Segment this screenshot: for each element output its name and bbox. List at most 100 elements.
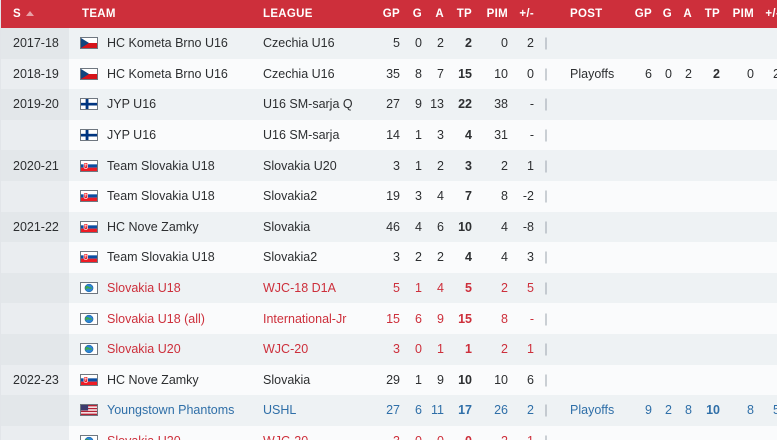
table-row[interactable]: Slovakia U18 WJC-18 D1A 5 1 4 5 2 5 | <box>1 272 777 304</box>
table-row[interactable]: Youngstown Phantoms USHL 27 6 11 17 26 2 | Playof… <box>1 395 777 426</box>
team-name-label: Team Slovakia U18 <box>107 158 215 173</box>
team-name-label[interactable]: Slovakia U20 <box>107 434 181 440</box>
cell-gp: 3 <box>393 158 400 173</box>
cell-season <box>1 333 69 365</box>
cell-post-gp <box>628 273 656 304</box>
cell-league[interactable]: International-Jr <box>263 311 347 326</box>
cell-team[interactable]: Slovakia U18 <box>69 273 254 304</box>
cell-tp: 0 <box>448 426 476 440</box>
cell-post-a <box>676 426 696 440</box>
team-name-label[interactable]: Slovakia U20 <box>107 342 181 357</box>
cell-post-gp <box>628 365 656 396</box>
cell-separator: | <box>544 158 548 173</box>
cell-gp: 3 <box>376 426 404 440</box>
cell-post-tp <box>696 426 724 440</box>
team-name-label[interactable]: Slovakia U18 <box>107 281 181 296</box>
cell-post-plusminus: 2 <box>773 66 777 81</box>
column-header-post-plusminus[interactable]: +/- <box>765 8 777 20</box>
cell-tp: 4 <box>465 128 472 143</box>
cell-post-tp <box>696 150 724 181</box>
cell-team[interactable]: Slovakia U20 <box>69 334 254 365</box>
table-row[interactable]: Team Slovakia U18 Slovakia2 19 3 4 7 8 -2 | <box>1 180 777 212</box>
team-name-label[interactable]: Slovakia U18 (all) <box>107 311 205 326</box>
table-row[interactable]: 2022-23 HC Nove Zamky Slovakia 29 1 9 10 10 6 | <box>1 364 777 396</box>
team-name-label[interactable]: Youngstown Phantoms <box>107 403 235 418</box>
cell-pim: 10 <box>494 66 508 81</box>
cell-a: 3 <box>437 128 444 143</box>
cell-pim: 31 <box>494 128 508 143</box>
column-header-pim[interactable]: PIM <box>486 8 508 20</box>
cell-pim: 2 <box>501 158 508 173</box>
cell-post-gp <box>628 28 656 59</box>
column-header-post-g[interactable]: G <box>662 8 672 20</box>
cell-post-pim <box>724 28 758 59</box>
table-header: S TEAM LEAGUE GP G A TP PIM +/- POST GP … <box>1 0 777 28</box>
cell-post-gp <box>628 120 656 151</box>
cell-tp: 5 <box>465 281 472 296</box>
table-row[interactable]: JYP U16 U16 SM-sarja 14 1 3 4 31 - | <box>1 119 777 151</box>
cell-tp: 15 <box>458 66 472 81</box>
column-header-tp[interactable]: TP <box>456 8 472 20</box>
cell-gp: 29 <box>386 372 400 387</box>
table-row[interactable]: Slovakia U20 WJC-20 3 0 1 1 2 1 | <box>1 333 777 365</box>
cell-separator: | <box>544 372 548 387</box>
cell-pim: 4 <box>501 250 508 265</box>
cell-league[interactable]: WJC-20 <box>254 426 376 440</box>
column-header-season-label: S <box>13 8 21 20</box>
cell-team[interactable]: Youngstown Phantoms <box>69 395 254 426</box>
cell-tp: 15 <box>458 311 472 326</box>
cell-g: 1 <box>415 372 422 387</box>
cell-post: Playoffs <box>570 403 615 418</box>
cell-pim: 8 <box>501 311 508 326</box>
table-row[interactable]: Team Slovakia U18 Slovakia2 3 2 2 4 4 3 | <box>1 242 777 273</box>
column-header-g[interactable]: G <box>412 8 422 20</box>
table-row[interactable]: 2021-22 HC Nove Zamky Slovakia 46 4 6 10 4 -8 | <box>1 211 777 243</box>
column-header-post-pim[interactable]: PIM <box>732 8 754 20</box>
column-header-post[interactable]: POST <box>570 8 603 20</box>
cell-post-plusminus <box>758 212 777 243</box>
cell-post-g <box>656 150 676 181</box>
table-row[interactable]: 2019-20 JYP U16 U16 SM-sarja Q 27 9 13 22 38 - | <box>1 89 777 120</box>
table-row[interactable]: Slovakia U18 (all) International-Jr 15 6 9 15… <box>1 303 777 334</box>
cell-separator: | <box>544 403 548 418</box>
column-header-post-gp[interactable]: GP <box>634 8 652 20</box>
cell-post <box>554 273 628 304</box>
finland-flag-icon <box>80 98 98 111</box>
cell-g: 1 <box>415 281 422 296</box>
cell-post-plusminus <box>758 426 777 440</box>
team-name-label: Team Slovakia U18 <box>107 250 215 265</box>
cell-league[interactable]: WJC-18 D1A <box>263 281 336 296</box>
cell-league[interactable]: USHL <box>263 403 297 418</box>
column-header-a[interactable]: A <box>435 8 444 20</box>
cell-post-a <box>676 334 696 365</box>
column-header-team[interactable]: TEAM <box>82 8 116 20</box>
table-row[interactable]: 2017-18 HC Kometa Brno U16 Czechia U16 5 0 2 2… <box>1 28 777 59</box>
cell-a: 4 <box>437 281 444 296</box>
cell-g: 4 <box>415 219 422 234</box>
cell-post-pim <box>724 242 758 273</box>
column-header-gp[interactable]: GP <box>382 8 400 20</box>
cell-g: 2 <box>415 250 422 265</box>
sort-ascending-icon[interactable] <box>25 11 34 17</box>
column-header-season[interactable]: S <box>1 0 69 28</box>
cell-separator: | <box>544 281 548 296</box>
column-header-post-tp[interactable]: TP <box>704 8 720 20</box>
column-header-post-a[interactable]: A <box>683 8 692 20</box>
cell-plusminus: 1 <box>512 426 538 440</box>
cell-post-pim <box>724 365 758 396</box>
cell-post-g <box>656 89 676 120</box>
column-header-plusminus[interactable]: +/- <box>519 8 534 20</box>
table-row[interactable]: 2018-19 HC Kometa Brno U16 Czechia U16 35 8 7… <box>1 58 777 90</box>
column-header-league[interactable]: LEAGUE <box>263 8 313 20</box>
cell-team[interactable]: Slovakia U20 <box>69 426 254 440</box>
cell-team[interactable]: Slovakia U18 (all) <box>69 303 254 334</box>
cell-post-g <box>656 28 676 59</box>
cell-post-tp <box>696 181 724 212</box>
table-row[interactable]: 2020-21 Team Slovakia U18 Slovakia U20 3 1 2 3… <box>1 150 777 181</box>
cell-league[interactable]: WJC-20 <box>263 342 309 357</box>
cell-post-pim: 8 <box>747 403 754 418</box>
cell-post <box>554 365 628 396</box>
cell-post-tp <box>696 365 724 396</box>
cell-team: JYP U16 <box>69 89 254 120</box>
